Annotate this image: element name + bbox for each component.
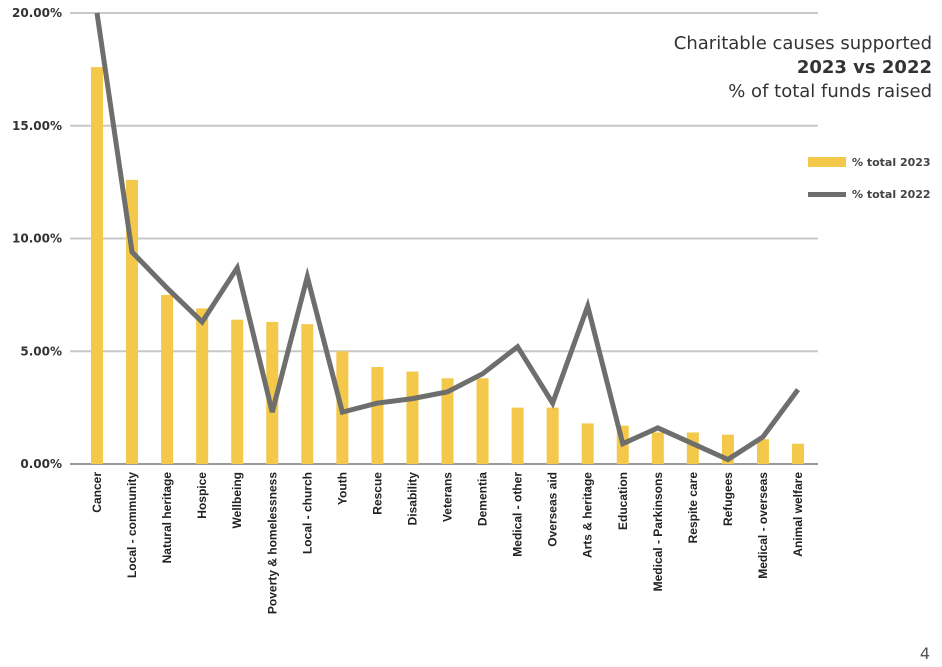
x-tick-label: Arts & heritage: [581, 472, 595, 558]
x-tick-label: Disability: [405, 472, 419, 526]
page-number: 4: [919, 644, 930, 663]
x-tick-label: Wellbeing: [230, 472, 244, 528]
bar: [581, 423, 594, 464]
x-tick-label: Youth: [335, 472, 349, 505]
x-tick-label: Hospice: [195, 472, 209, 519]
x-tick-label: Poverty & homelessness: [265, 472, 279, 614]
x-tick-label: Rescue: [370, 472, 384, 515]
x-tick-label: Medical - Parkinsons: [651, 472, 665, 592]
bar: [792, 443, 804, 464]
bar: [371, 367, 384, 464]
bar: [406, 371, 419, 464]
x-tick-label: Cancer: [90, 472, 104, 513]
bar: [266, 321, 279, 464]
bar: [476, 378, 489, 464]
legend-item-2023: % total 2023: [808, 154, 931, 170]
line-2022: [94, 12, 801, 463]
y-tick-label: 0.00%: [20, 457, 62, 471]
bar: [161, 294, 174, 464]
bar: [196, 308, 209, 464]
x-axis-labels: Cancer Local - community Natural heritage H…: [90, 472, 805, 614]
bars-2023: [91, 67, 804, 465]
x-tick-label: Overseas aid: [546, 472, 560, 547]
bar: [91, 67, 103, 465]
y-tick-label: 20.00%: [12, 6, 62, 20]
bar: [756, 439, 769, 464]
y-tick-label: 5.00%: [20, 344, 62, 358]
y-tick-label: 15.00%: [12, 119, 62, 133]
x-tick-label: Animal welfare: [791, 472, 805, 557]
x-tick-label: Local - community: [125, 472, 139, 578]
bar: [651, 432, 664, 464]
y-tick-label: 10.00%: [12, 232, 62, 246]
x-tick-label: Respite care: [686, 472, 700, 544]
x-tick-label: Medical - overseas: [756, 472, 770, 579]
title-line-1: Charitable causes supported: [673, 33, 932, 54]
x-tick-label: Dementia: [476, 472, 490, 526]
chart-title: Charitable causes supported 2023 vs 2022…: [674, 32, 932, 104]
bar: [231, 319, 244, 464]
bar: [511, 407, 524, 464]
x-tick-label: Education: [616, 472, 630, 530]
x-tick-label: Medical - other: [511, 472, 525, 557]
legend-swatch-bar: [808, 157, 846, 167]
x-tick-label: Natural heritage: [160, 472, 174, 564]
title-line-3: % of total funds raised: [728, 81, 932, 102]
legend-label-2023: % total 2023: [852, 155, 931, 169]
x-tick-label: Veterans: [441, 472, 455, 522]
x-tick-label: Local - church: [300, 472, 314, 554]
bar: [441, 378, 454, 464]
legend: % total 2023 % total 2022: [808, 154, 931, 218]
legend-swatch-line: [808, 191, 846, 197]
title-line-2: 2023 vs 2022: [796, 57, 932, 78]
series-line-2022: [94, 12, 801, 463]
bar: [546, 407, 559, 464]
bar: [126, 179, 139, 464]
x-tick-label: Refugees: [721, 472, 735, 526]
y-axis-ticks: 0.00% 5.00% 10.00% 15.00% 20.00%: [12, 6, 62, 471]
bar: [301, 324, 314, 464]
legend-item-2022: % total 2022: [808, 186, 931, 202]
legend-label-2022: % total 2022: [852, 187, 931, 201]
